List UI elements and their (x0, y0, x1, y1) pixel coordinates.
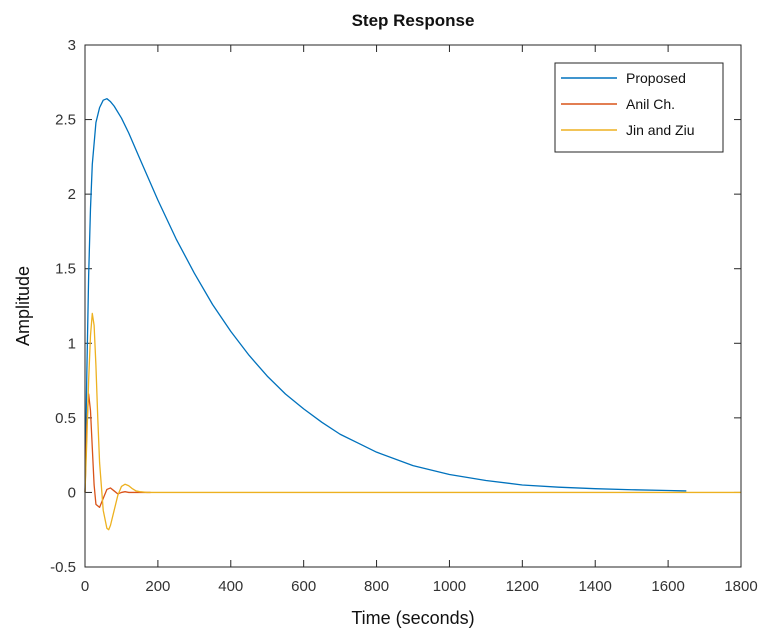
x-tick-label: 1400 (579, 578, 612, 595)
x-tick-label: 600 (291, 578, 316, 595)
x-tick-label: 1600 (651, 578, 684, 595)
y-tick-label: 0.5 (55, 410, 76, 427)
x-tick-label: 1000 (433, 578, 466, 595)
x-tick-label: 1200 (506, 578, 539, 595)
x-axis-title: Time (seconds) (351, 608, 474, 628)
y-tick-label: 0 (68, 484, 76, 501)
legend: Proposed Anil Ch. Jin and Ziu (554, 62, 724, 153)
y-tick-label: 1 (68, 335, 76, 352)
plot-frame (84, 44, 742, 568)
y-axis-title: Amplitude (13, 266, 33, 346)
legend-label-jin-ziu: Jin and Ziu (626, 122, 694, 138)
series-line-jin-ziu (84, 312, 741, 531)
y-tick-label: 2 (68, 186, 76, 203)
series-line-proposed (84, 98, 687, 493)
y-tick-label: 3 (68, 37, 76, 54)
data-series (84, 98, 741, 531)
x-tick-label: 200 (145, 578, 170, 595)
x-tick-label: 400 (218, 578, 243, 595)
x-tick-label: 1800 (724, 578, 757, 595)
legend-label-proposed: Proposed (626, 70, 686, 86)
legend-label-anil: Anil Ch. (626, 96, 675, 112)
chart-title: Step Response (352, 11, 475, 30)
y-tick-label: -0.5 (50, 559, 76, 576)
x-tick-label: 800 (364, 578, 389, 595)
x-tick-label: 0 (81, 578, 89, 595)
axis-ticks: 0 200 400 600 800 1000 1200 1400 1600 1800 -0.5 0 0.… (50, 37, 758, 595)
y-tick-label: 2.5 (55, 112, 76, 129)
series-line-anil (84, 393, 151, 508)
y-tick-label: 1.5 (55, 261, 76, 278)
